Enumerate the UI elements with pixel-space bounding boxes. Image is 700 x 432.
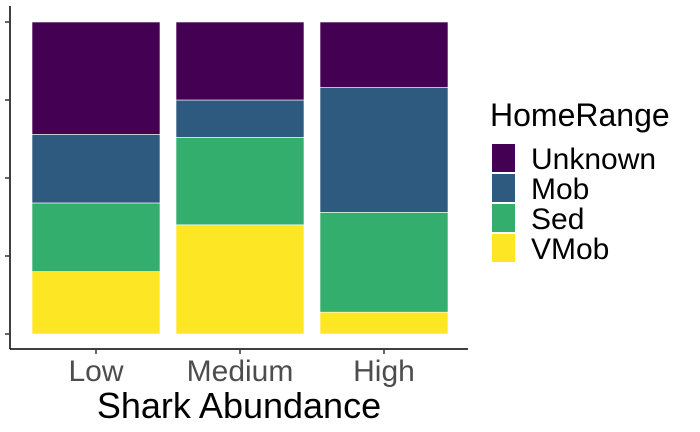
x-axis-title: Shark Abundance xyxy=(97,385,381,426)
x-axis-ticks: Low Medium High xyxy=(68,349,415,388)
x-tick-label-medium: Medium xyxy=(187,355,294,388)
bars-group xyxy=(31,21,449,335)
y-axis-ticks xyxy=(5,21,10,335)
bar-segment-high-unknown xyxy=(319,21,449,88)
legend-swatch-sed xyxy=(492,204,515,232)
bar-segment-low-sed xyxy=(31,202,161,272)
bar-segment-medium-unknown xyxy=(175,21,305,101)
bar-segment-low-mob xyxy=(31,134,161,204)
bar-segment-low-vmob xyxy=(31,271,161,335)
legend-label-vmob: VMob xyxy=(531,233,609,266)
legend-swatch-vmob xyxy=(492,234,515,262)
x-tick-label-low: Low xyxy=(68,355,123,388)
x-tick-label-high: High xyxy=(353,355,415,388)
bar-segment-high-vmob xyxy=(319,311,449,335)
bar-segment-high-sed xyxy=(319,212,449,313)
legend-swatch-mob xyxy=(492,174,515,202)
legend-label-mob: Mob xyxy=(531,173,589,206)
bar-segment-medium-vmob xyxy=(175,224,305,335)
bar-segment-high-mob xyxy=(319,87,449,213)
legend-label-unknown: Unknown xyxy=(531,143,656,176)
legend-label-sed: Sed xyxy=(531,203,584,236)
legend-title: HomeRange xyxy=(490,97,670,133)
bar-segment-low-unknown xyxy=(31,21,161,135)
legend-swatch-unknown xyxy=(492,144,515,172)
bar-segment-medium-mob xyxy=(175,99,305,138)
bar-segment-medium-sed xyxy=(175,137,305,226)
